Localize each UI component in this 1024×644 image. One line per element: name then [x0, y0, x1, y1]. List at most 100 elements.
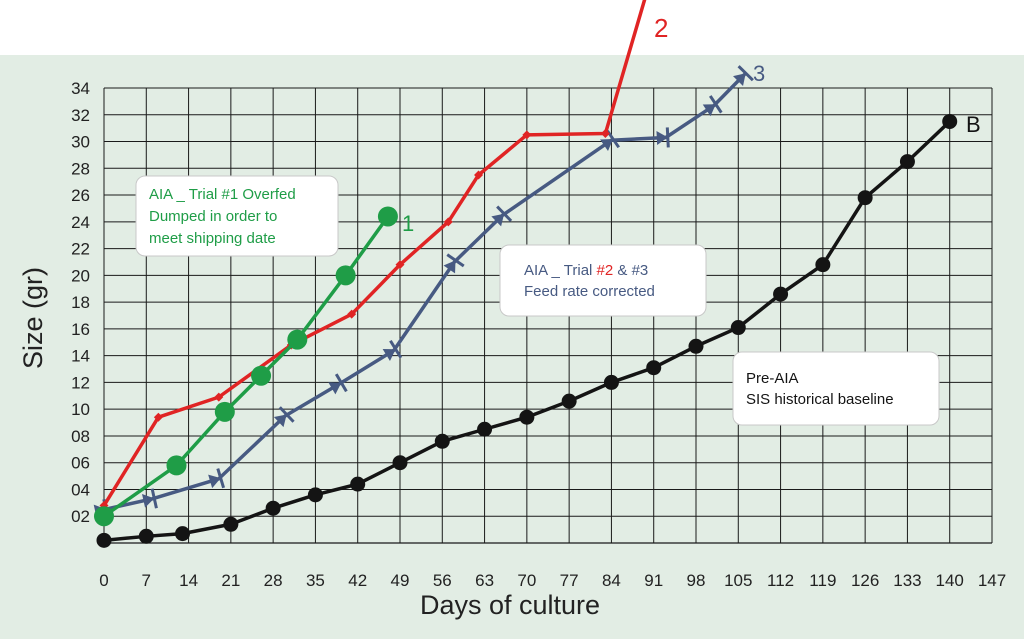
y-tick-label: 10: [71, 400, 90, 419]
annotation-box: [499, 244, 707, 317]
annotation-line: AIA _ Trial #1 Overfed: [149, 186, 296, 203]
data-point: [443, 217, 453, 227]
data-point-tick: [150, 488, 158, 509]
data-point: [443, 260, 456, 274]
data-point-tick: [446, 253, 465, 268]
data-point: [522, 130, 532, 140]
annotation-text: & #3: [613, 262, 648, 279]
data-point: [600, 129, 610, 138]
data-point: [646, 360, 662, 376]
series-label: 3: [753, 61, 765, 86]
data-point-tick: [334, 373, 348, 393]
y-tick-label: 20: [71, 266, 90, 285]
x-tick-label: 56: [433, 571, 452, 590]
series-label: B: [966, 112, 981, 137]
annotation-trial-1: AIA _ Trial #1 Overfed Dumped in order t…: [135, 175, 339, 257]
data-point: [166, 455, 187, 476]
data-point: [702, 104, 716, 117]
y-tick-label: 02: [71, 507, 90, 526]
y-tick-label: 28: [71, 159, 90, 178]
data-point: [175, 526, 191, 542]
x-axis-label: Days of culture: [420, 590, 600, 620]
data-point: [138, 528, 154, 544]
y-tick-label: 26: [71, 186, 90, 205]
y-tick-label: 24: [71, 213, 90, 232]
data-point: [214, 401, 235, 422]
series-label: 2: [654, 13, 668, 43]
y-tick-label: 34: [71, 79, 90, 98]
data-point: [307, 487, 323, 503]
series-label: 1: [402, 211, 414, 236]
y-tick-label: 18: [71, 293, 90, 312]
x-tick-label: 63: [475, 571, 494, 590]
x-tick-label: 105: [724, 571, 752, 590]
data-point: [223, 516, 239, 532]
annotation-line: Feed rate corrected: [524, 283, 655, 300]
data-point: [474, 170, 484, 180]
data-point: [899, 154, 915, 170]
x-tick-label: 147: [978, 571, 1006, 590]
x-tick-label: 112: [767, 571, 794, 590]
y-tick-label: 30: [71, 133, 90, 152]
annotation-highlight: #2: [597, 262, 614, 279]
data-point: [942, 113, 958, 129]
series-1: [94, 206, 398, 527]
x-tick-label: 133: [893, 571, 921, 590]
data-point-tick: [665, 127, 670, 148]
data-point: [491, 213, 505, 227]
data-point: [142, 493, 155, 508]
data-point: [265, 500, 281, 516]
data-point: [656, 130, 668, 145]
annotation-line: Dumped in order to: [149, 208, 277, 225]
y-tick-label: 04: [71, 480, 90, 499]
annotation-line: Pre-AIA: [746, 370, 799, 387]
data-point: [773, 286, 789, 302]
data-point: [561, 393, 577, 409]
x-tick-label: 28: [264, 571, 283, 590]
data-point: [350, 476, 366, 492]
annotation-line: meet shipping date: [149, 230, 276, 247]
x-tick-label: 84: [602, 571, 621, 590]
x-tick-label: 126: [851, 571, 879, 590]
x-tick-label: 70: [517, 571, 536, 590]
y-tick-label: 08: [71, 427, 90, 446]
y-tick-label: 14: [71, 347, 90, 366]
data-point: [287, 329, 308, 350]
y-tick-label: 32: [71, 106, 90, 125]
data-point: [208, 474, 221, 489]
data-point: [688, 338, 704, 354]
series: [93, 0, 958, 548]
data-point: [94, 506, 114, 527]
data-point-tick: [389, 339, 403, 359]
data-point: [434, 433, 450, 449]
series-B: [96, 113, 958, 548]
y-tick-label: 12: [71, 373, 90, 392]
data-point: [96, 532, 112, 548]
annotation-text: AIA _ Trial: [524, 262, 597, 279]
data-point: [477, 421, 493, 437]
data-point-tick: [278, 406, 295, 423]
data-point-tick: [496, 205, 513, 222]
x-tick-label: 42: [348, 571, 367, 590]
x-tick-label: 49: [391, 571, 410, 590]
annotation-box: [732, 351, 940, 426]
data-point: [815, 257, 831, 273]
data-point: [153, 412, 163, 422]
x-tick-label: 7: [142, 571, 151, 590]
annotation-trial-2-3: AIA _ Trial #2 & #3 Feed rate corrected: [499, 244, 707, 317]
series-line: [102, 72, 747, 512]
series-3: [93, 65, 754, 520]
data-point: [603, 374, 619, 390]
series-labels: 1 2 3 B: [402, 13, 981, 236]
data-point: [519, 409, 535, 425]
data-point: [392, 455, 408, 471]
data-point: [214, 392, 224, 402]
annotation-box: [135, 175, 339, 257]
annotation-line: SIS historical baseline: [746, 391, 894, 408]
x-tick-label: 0: [99, 571, 108, 590]
data-point: [857, 190, 873, 206]
x-tick-label: 14: [179, 571, 198, 590]
data-point: [328, 382, 342, 395]
y-tick-label: 22: [71, 240, 90, 259]
x-tick-label: 119: [809, 571, 836, 590]
